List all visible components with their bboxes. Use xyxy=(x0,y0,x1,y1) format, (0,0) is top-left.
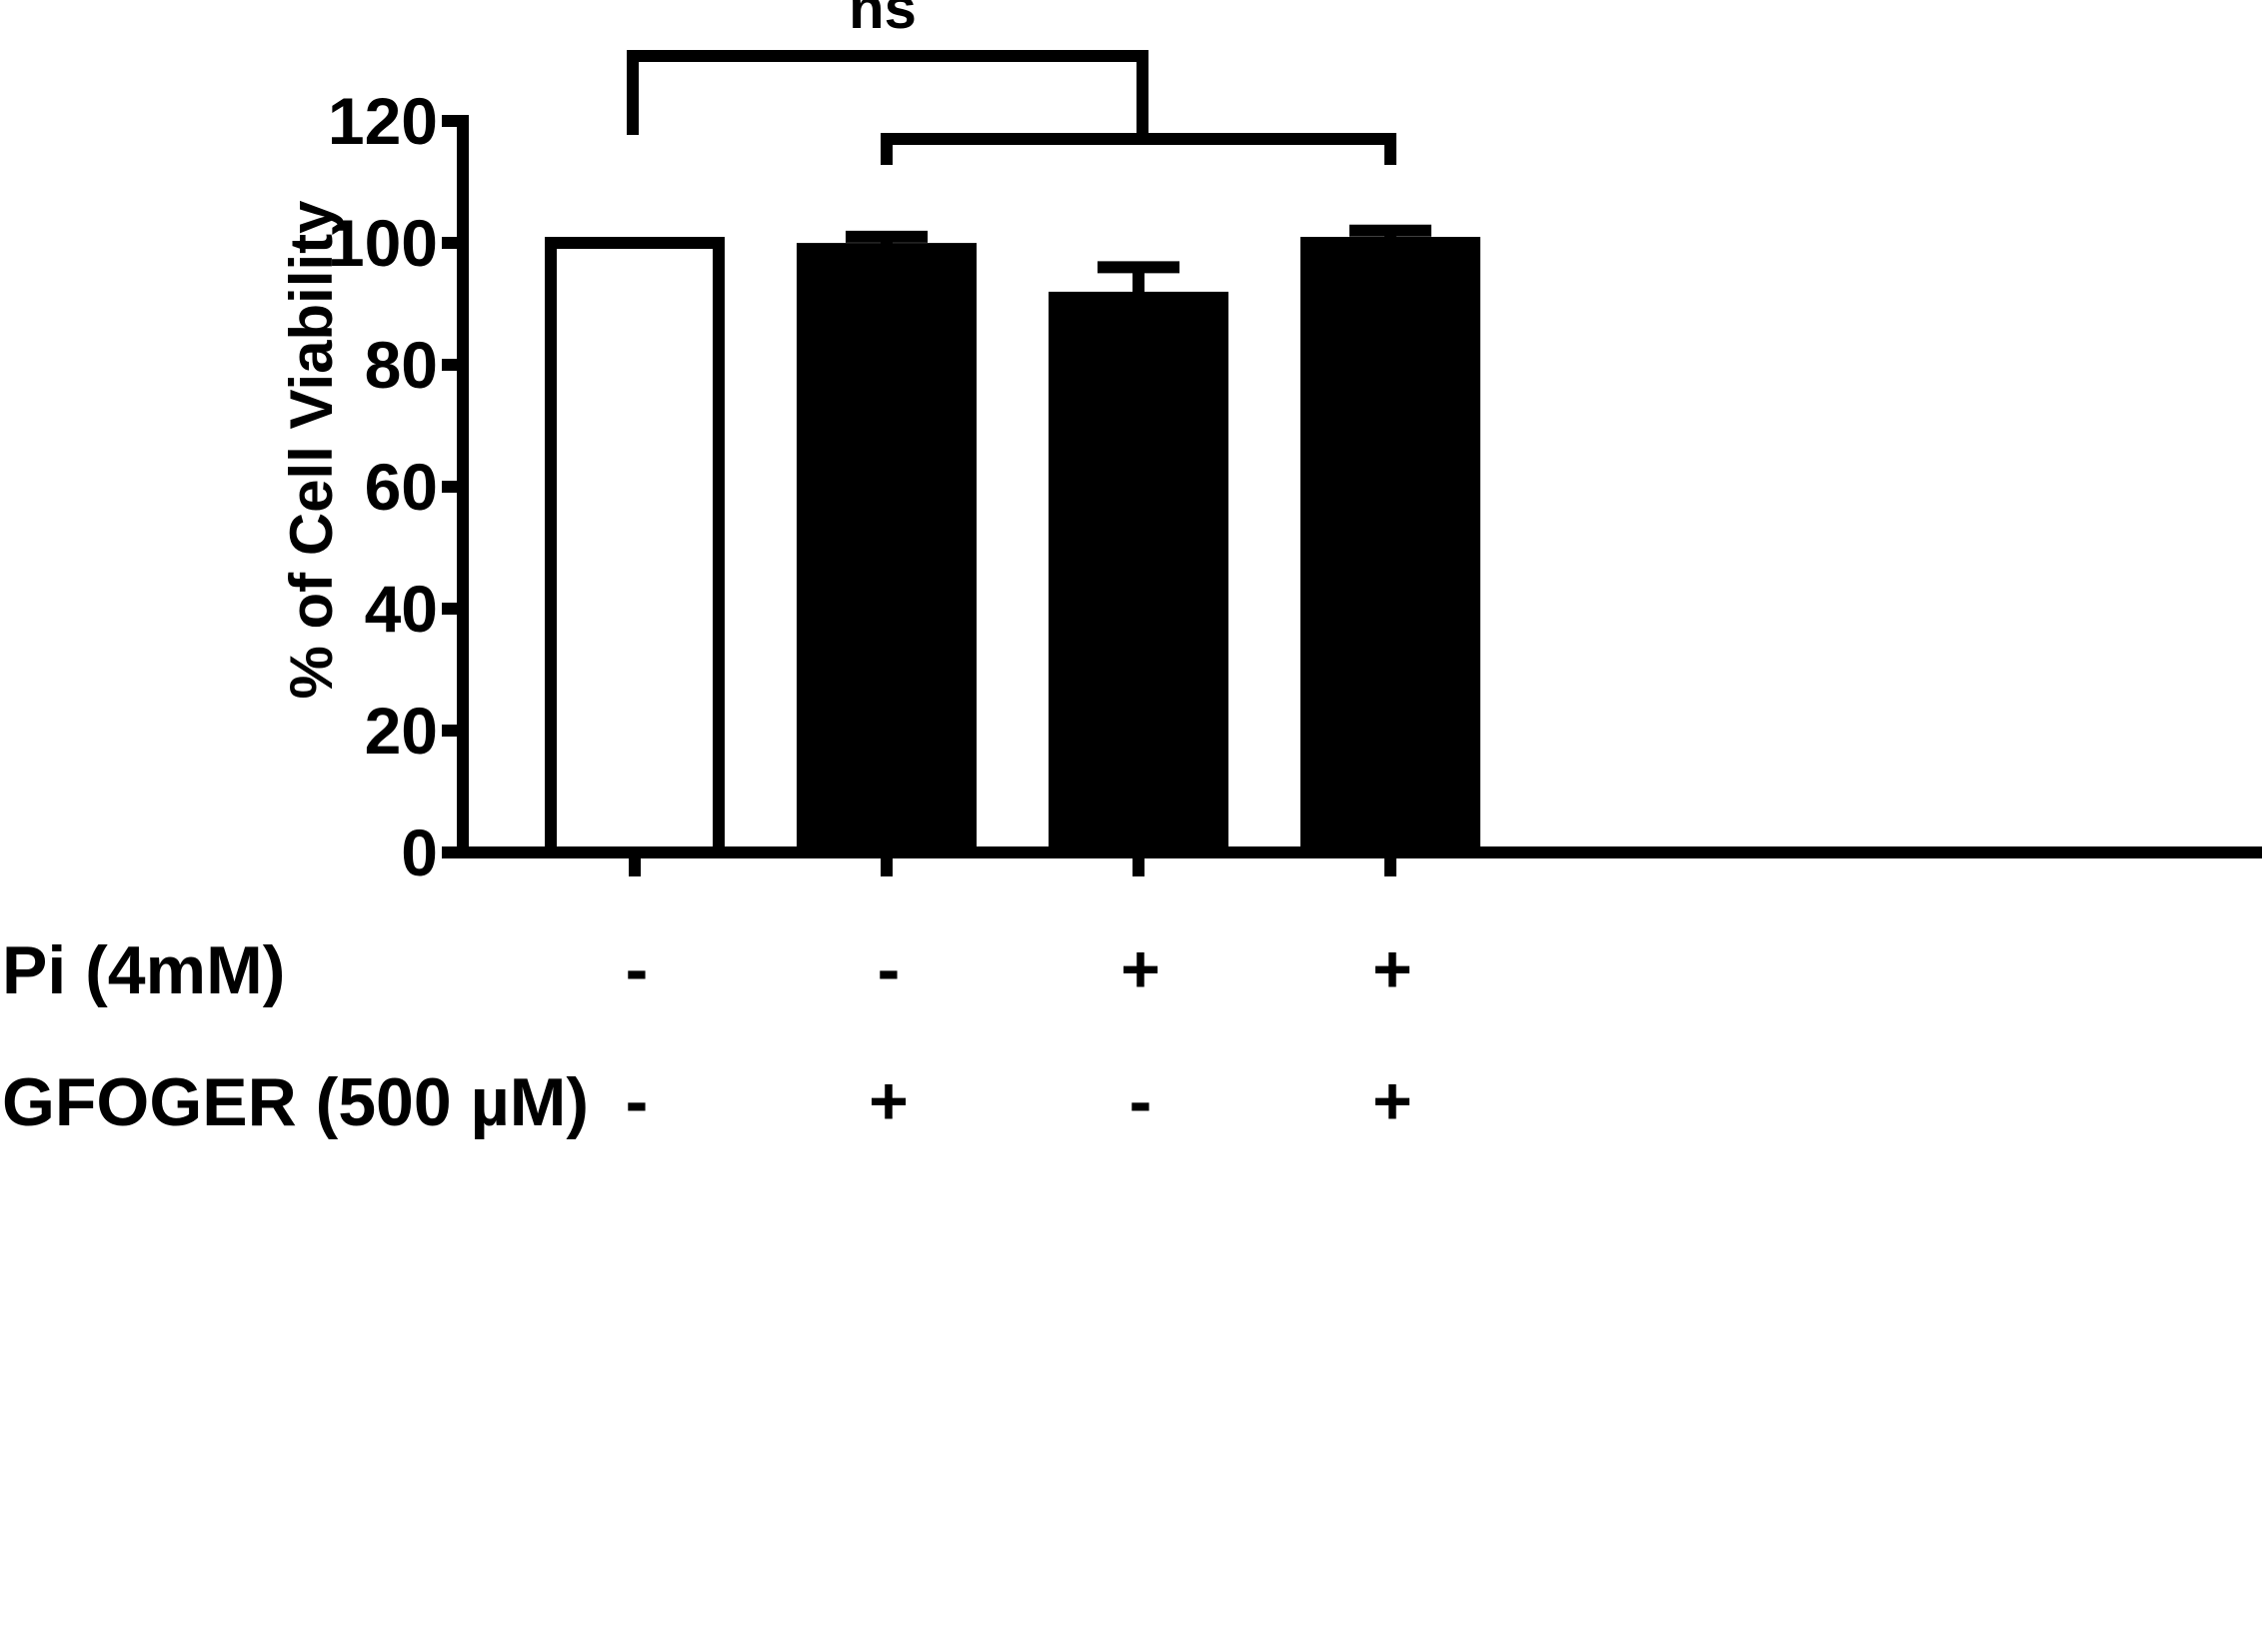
bar-4 xyxy=(1300,237,1480,858)
condition-2-mark-1: - xyxy=(626,1063,649,1139)
condition-1-mark-2: - xyxy=(878,931,901,1007)
condition-1-mark-3: + xyxy=(1121,931,1160,1007)
y-tick-label-20: 20 xyxy=(365,694,438,768)
y-tick-label-80: 80 xyxy=(365,328,438,402)
error-bars-group xyxy=(846,224,1431,298)
condition-2-mark-4: + xyxy=(1372,1063,1412,1139)
y-tick-label-0: 0 xyxy=(401,816,438,889)
condition-label-2: GFOGER (500 µM) xyxy=(2,1064,589,1140)
bracket-upper xyxy=(627,50,1148,139)
y-axis-label: % of Cell Viability xyxy=(278,200,345,700)
bar-1 xyxy=(545,237,725,858)
bracket-lower xyxy=(881,133,1396,165)
condition-1-mark-4: + xyxy=(1372,931,1412,1007)
y-ticks-group: 0 20 40 60 80 100 120 xyxy=(328,84,463,889)
condition-2-mark-2: + xyxy=(869,1063,909,1139)
y-tick-label-120: 120 xyxy=(328,84,438,158)
bars-group xyxy=(545,237,1480,859)
bar-2 xyxy=(797,243,977,859)
y-tick-label-100: 100 xyxy=(328,206,438,280)
condition-2-mark-3: - xyxy=(1130,1063,1152,1139)
condition-label-1: Pi (4mM) xyxy=(2,932,285,1008)
condition-table: Pi (4mM) - - + +GFOGER (500 µM) - + - + xyxy=(2,931,1412,1140)
y-tick-label-60: 60 xyxy=(365,450,438,524)
bar-3 xyxy=(1049,291,1228,858)
y-tick-label-40: 40 xyxy=(365,572,438,646)
condition-1-mark-1: - xyxy=(626,931,649,1007)
significance-label: ns xyxy=(849,0,917,41)
significance-brackets: ns xyxy=(627,0,1396,165)
